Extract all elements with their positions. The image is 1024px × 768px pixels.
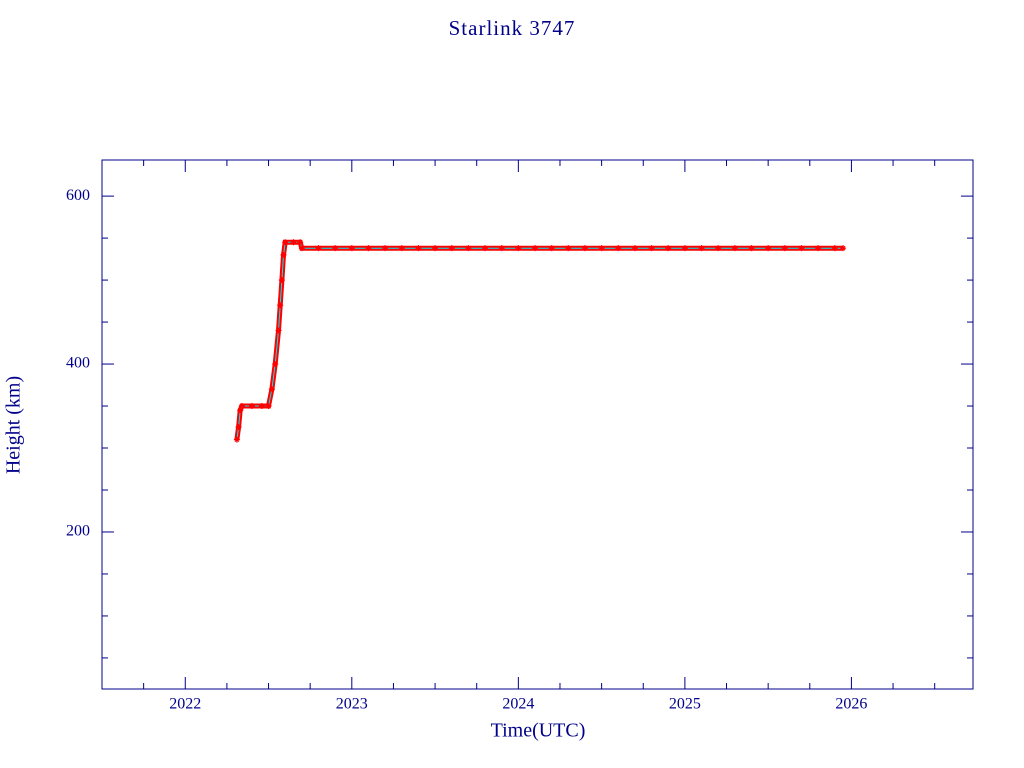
data-point (665, 245, 672, 252)
data-point (348, 245, 355, 252)
data-point (382, 245, 389, 252)
data-point (272, 361, 279, 368)
data-point (398, 245, 405, 252)
data-point (365, 245, 372, 252)
x-tick-label: 2025 (669, 696, 701, 713)
data-point (515, 245, 522, 252)
data-point (432, 245, 439, 252)
x-axis-label: Time(UTC) (491, 720, 586, 742)
y-tick-label: 200 (66, 523, 90, 540)
x-tick-label: 2026 (835, 696, 867, 713)
data-point (238, 403, 245, 410)
data-point (233, 436, 240, 443)
data-point (482, 245, 489, 252)
data-point (265, 403, 272, 410)
data-line (236, 241, 844, 440)
data-point (715, 245, 722, 252)
data-point (277, 302, 284, 309)
data-band (234, 239, 844, 440)
data-point (548, 245, 555, 252)
data-point (798, 245, 805, 252)
data-point (731, 245, 738, 252)
data-point (581, 245, 588, 252)
data-point (448, 245, 455, 252)
data-point (598, 245, 605, 252)
data-point (268, 386, 275, 393)
x-tick-label: 2023 (336, 696, 368, 713)
data-point (298, 245, 305, 252)
data-point (258, 403, 265, 410)
data-point (840, 245, 847, 252)
data-point (332, 245, 339, 252)
plot-frame (101, 159, 974, 690)
data-point (415, 245, 422, 252)
x-tick-label: 2024 (502, 696, 534, 713)
data-point (498, 245, 505, 252)
data-point (781, 245, 788, 252)
data-point (465, 245, 472, 252)
x-tick-label: 2022 (169, 696, 201, 713)
y-tick-label: 600 (66, 187, 90, 204)
data-point (315, 245, 322, 252)
data-point (615, 245, 622, 252)
data-point (765, 245, 772, 252)
data-point (278, 277, 285, 284)
y-tick-label: 400 (66, 355, 90, 372)
data-point (280, 251, 287, 258)
data-point (748, 245, 755, 252)
data-point (815, 245, 822, 252)
data-point (282, 239, 289, 246)
data-point (290, 239, 297, 246)
data-point (831, 245, 838, 252)
data-point (275, 327, 282, 334)
chart-title: Starlink 3747 (449, 16, 576, 40)
data-point (235, 424, 242, 431)
data-point (698, 245, 705, 252)
y-axis-label: Height (km) (3, 376, 25, 474)
data-point (648, 245, 655, 252)
data-point (237, 407, 244, 414)
data-point (248, 403, 255, 410)
data-point (681, 245, 688, 252)
data-point (565, 245, 572, 252)
data-point (532, 245, 539, 252)
data-point (631, 245, 638, 252)
data-point (297, 239, 304, 246)
